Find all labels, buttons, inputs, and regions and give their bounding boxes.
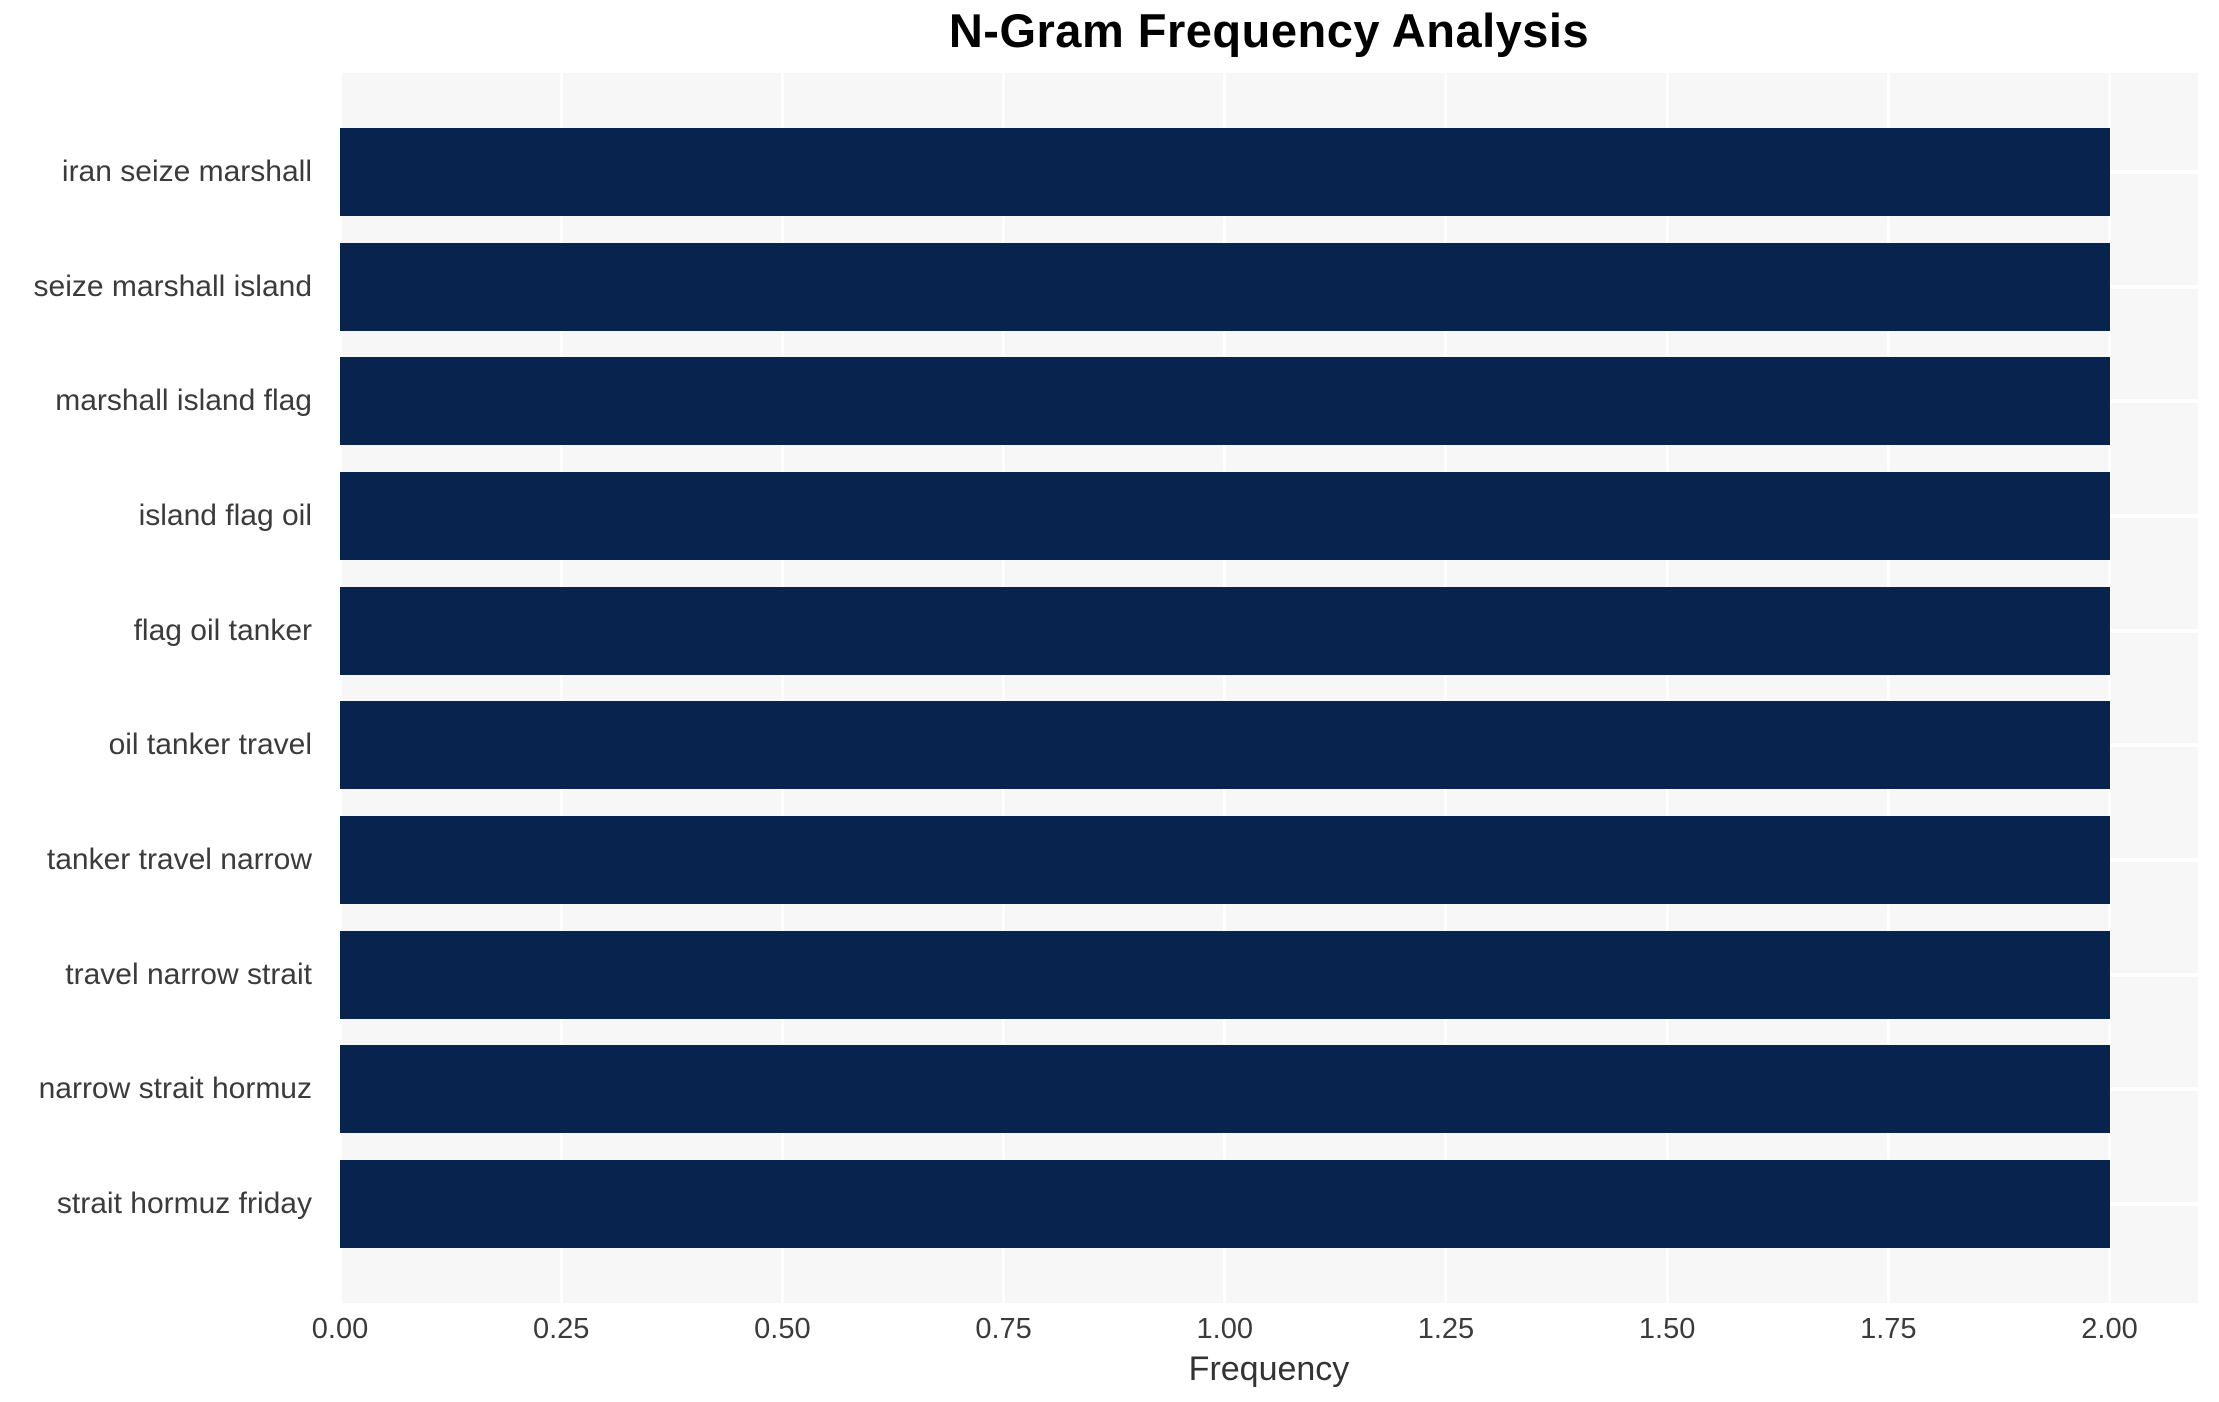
x-tick-label: 1.50 — [1638, 1313, 1696, 1345]
bar-row — [340, 242, 2198, 331]
y-tick-label: travel narrow strait — [65, 957, 312, 991]
x-tick-label: 1.75 — [1860, 1313, 1917, 1345]
bar-1 — [340, 242, 2110, 331]
plot-area — [338, 73, 2198, 1303]
gridline-1.25 — [1444, 73, 1448, 1303]
y-tick-label: island flag oil — [138, 498, 312, 532]
y-tick-label: strait hormuz friday — [56, 1186, 312, 1220]
y-axis-labels: iran seize marshall seize marshall island… — [0, 73, 326, 1303]
x-tick-label: 0.00 — [311, 1313, 369, 1345]
bar-row — [340, 815, 2198, 904]
x-tick-label: 0.75 — [975, 1313, 1032, 1345]
gridline-0.50 — [780, 73, 784, 1303]
x-axis-title: Frequency — [1188, 1350, 1350, 1388]
x-tick-label: 0.25 — [532, 1313, 590, 1345]
y-tick-label: marshall island flag — [55, 384, 312, 418]
y-tick-label: seize marshall island — [33, 269, 312, 303]
gridline-1.75 — [1886, 73, 1890, 1303]
bar-row — [340, 471, 2198, 560]
bar-row — [340, 1159, 2198, 1248]
x-tick-label: 2.00 — [2081, 1313, 2138, 1345]
chart-title: N-Gram Frequency Analysis — [948, 4, 1590, 57]
bar-row — [340, 357, 2198, 446]
x-tick-label: 0.50 — [754, 1313, 811, 1345]
bar-row — [340, 930, 2198, 1019]
bar-row — [340, 128, 2198, 216]
y-tick-label: narrow strait hormuz — [38, 1072, 312, 1106]
bar-rows — [340, 73, 2198, 1303]
bar-3 — [340, 471, 2110, 560]
bar-row — [340, 701, 2198, 790]
gridline-0.75 — [1002, 73, 1006, 1303]
bar-8 — [340, 1045, 2110, 1134]
y-tick-label: flag oil tanker — [133, 613, 312, 647]
bar-7 — [340, 930, 2110, 1019]
gridline-1.50 — [1665, 73, 1669, 1303]
gridline-1.00 — [1223, 73, 1227, 1303]
bar-4 — [340, 586, 2110, 675]
grid-layer — [338, 73, 2198, 1303]
bar-2 — [340, 357, 2110, 446]
gridline-2.00 — [2108, 73, 2112, 1303]
y-tick-label: iran seize marshall — [61, 155, 312, 188]
gridline-0.00 — [338, 73, 342, 1303]
bar-9 — [340, 1159, 2110, 1248]
bar-6 — [340, 815, 2110, 904]
x-tick-label: 1.25 — [1417, 1313, 1475, 1345]
bar-row — [340, 586, 2198, 675]
x-tick-label: 1.00 — [1196, 1313, 1253, 1345]
y-tick-label: oil tanker travel — [108, 728, 312, 762]
bar-5 — [340, 701, 2110, 790]
bar-0 — [340, 128, 2110, 216]
y-tick-label: tanker travel narrow — [46, 842, 312, 876]
bar-row — [340, 1045, 2198, 1134]
gridline-0.25 — [559, 73, 563, 1303]
